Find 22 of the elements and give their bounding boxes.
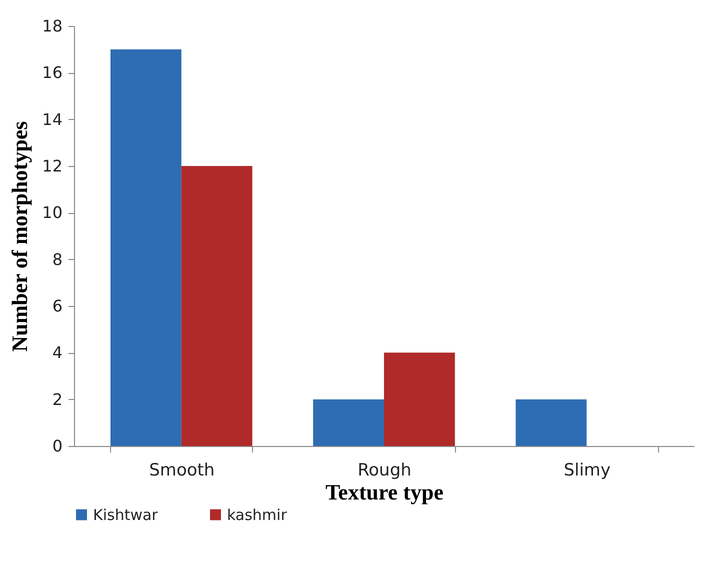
y-tick-label: 12 [42,156,62,176]
y-tick-label: 14 [42,110,62,129]
x-tick-label: Smooth [149,460,215,480]
bar [384,352,455,446]
legend-label: Kishtwar [93,506,159,524]
bar [110,49,182,446]
y-tick-label: 2 [52,390,62,409]
bar [516,399,587,446]
x-tick-label: Slimy [564,460,611,480]
y-tick-label: 10 [42,203,62,222]
y-tick-label: 0 [52,436,62,456]
bar [313,399,384,446]
y-axis-title: Number of morphotypes [7,120,32,352]
x-axis-title: Texture type [326,480,444,504]
y-tick-label: 16 [42,63,62,82]
y-tick-label: 18 [42,16,62,36]
bar [181,166,252,446]
y-tick-label: 4 [52,343,62,362]
y-tick-label: 6 [52,296,62,316]
y-tick-label: 8 [52,250,62,269]
x-tick-label: Rough [358,460,412,480]
legend-label: kashmir [227,506,288,524]
